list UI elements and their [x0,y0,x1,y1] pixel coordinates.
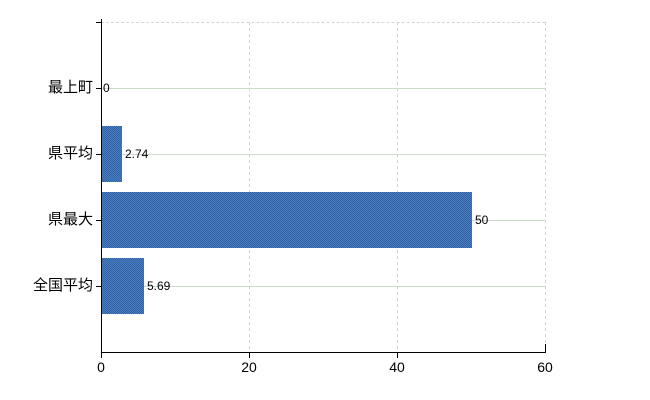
bar [102,126,122,182]
y-axis-line [101,19,102,353]
bar-value-label: 5.69 [147,279,171,293]
bar [102,258,144,314]
x-axis-tick-label: 20 [241,359,257,375]
x-axis-tick [101,352,102,358]
v-gridline [249,22,250,352]
y-axis-tick [96,220,101,221]
x-axis-tick [249,352,250,358]
y-axis-label: 県最大 [47,211,93,228]
y-axis-label: 県平均 [47,145,93,162]
y-axis-label: 全国平均 [32,277,93,294]
bar-value-label: 50 [475,213,489,227]
h-gridline [102,286,545,287]
x-axis-tick-label: 40 [389,359,405,375]
h-gridline [102,88,545,89]
bar-value-label: 2.74 [125,147,149,161]
x-axis-tick-label: 0 [97,359,105,375]
y-axis-top-tick [96,22,101,23]
h-gridline [102,154,545,155]
y-axis-tick [96,88,101,89]
y-axis-tick [96,154,101,155]
x-axis-end-tick [545,344,546,352]
x-axis-tick [397,352,398,358]
plot-area [101,22,545,353]
v-gridline [397,22,398,352]
x-axis-line [101,352,546,353]
y-axis-label: 最上町 [47,79,93,96]
bar [102,192,472,248]
v-gridline [545,22,546,352]
y-axis-tick [96,286,101,287]
bar-value-label: 0 [103,81,110,95]
x-axis-tick-label: 60 [537,359,553,375]
